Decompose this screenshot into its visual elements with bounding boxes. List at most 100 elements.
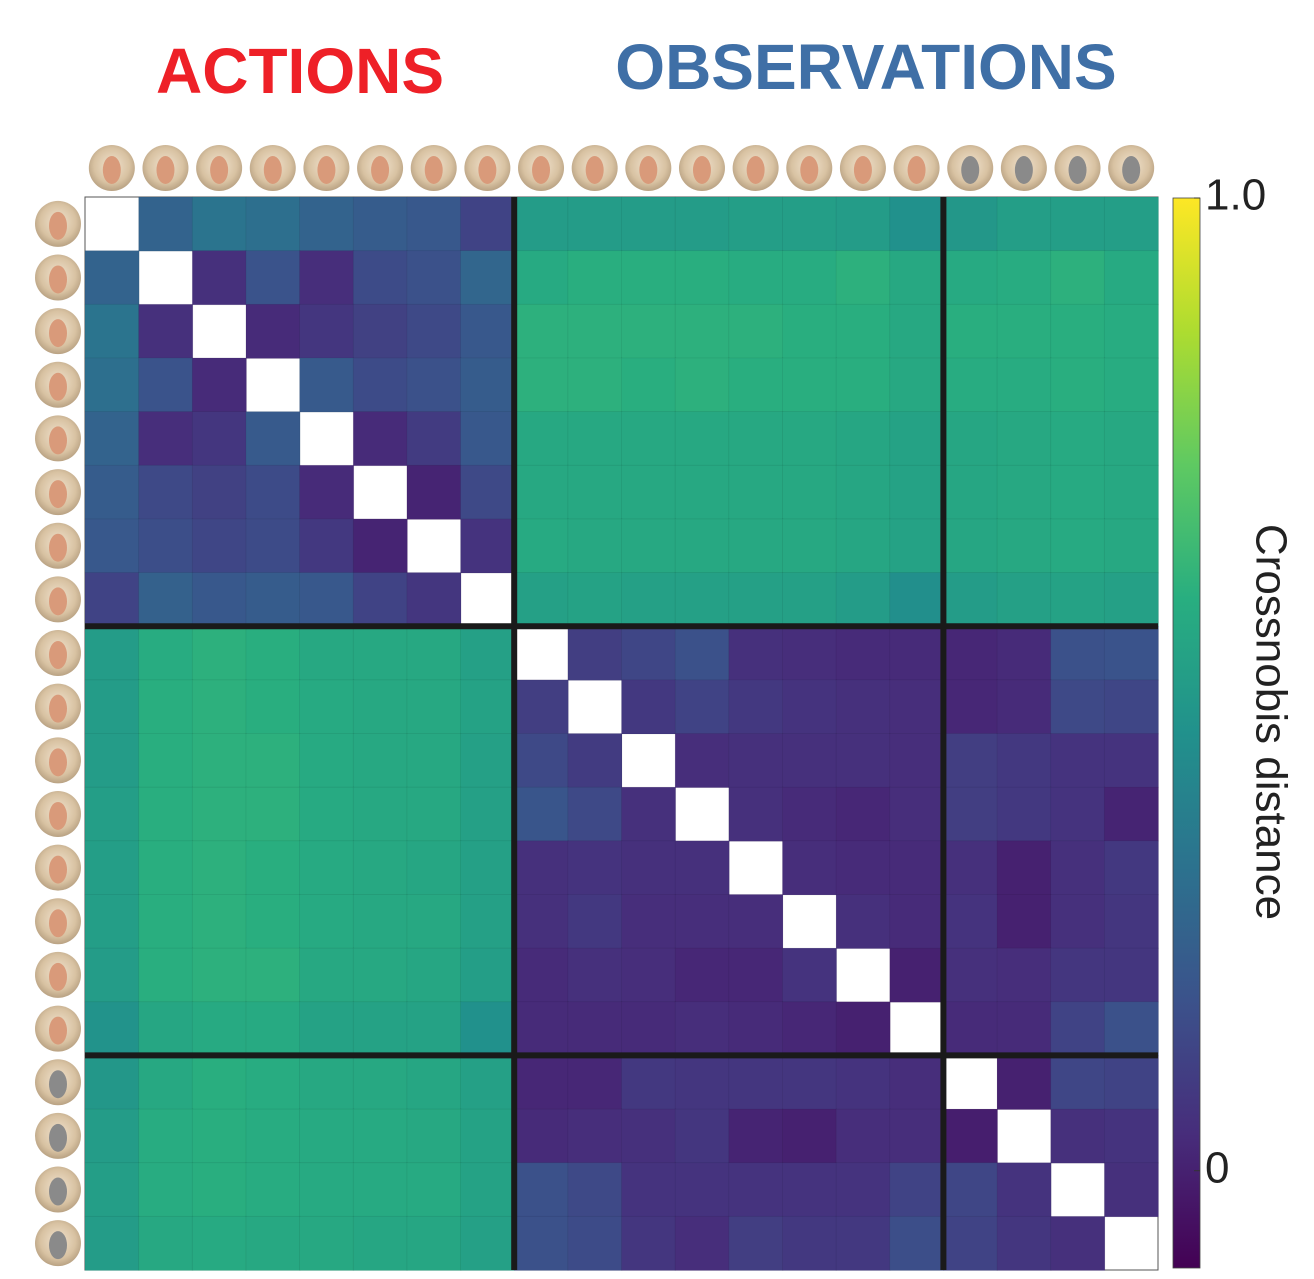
heatmap-cell (568, 1055, 622, 1109)
heatmap-cell (729, 519, 783, 573)
icon-hand (854, 156, 872, 184)
heatmap-cell (192, 1216, 246, 1270)
heatmap-cell (782, 680, 836, 734)
heatmap-cell (997, 251, 1051, 305)
heatmap-cell (836, 1163, 890, 1217)
heatmap-cell (568, 573, 622, 627)
heatmap-cell (1104, 626, 1158, 680)
heatmap-cell (1104, 1055, 1158, 1109)
heatmap-cell (407, 358, 461, 412)
heatmap-cell (246, 1216, 300, 1270)
icon-hand (49, 1231, 67, 1259)
heatmap-cell (1104, 680, 1158, 734)
heatmap-cell (300, 894, 354, 948)
heatmap-cell (729, 358, 783, 412)
heatmap-cell (139, 894, 193, 948)
heatmap-cell (1051, 680, 1105, 734)
y-category-icon (35, 952, 81, 998)
heatmap-cell (729, 251, 783, 305)
heatmap-cell (514, 573, 568, 627)
heatmap-cell (1104, 1109, 1158, 1163)
heatmap-cell (1051, 304, 1105, 358)
x-category-icon (625, 145, 671, 191)
heatmap-cell (300, 787, 354, 841)
heatmap-cell (461, 948, 515, 1002)
icon-hand (1069, 156, 1087, 184)
heatmap-cell (997, 680, 1051, 734)
y-category-icon (35, 1059, 81, 1105)
heatmap-cell (675, 519, 729, 573)
heatmap-cell (192, 1002, 246, 1056)
heatmap-cell (622, 1163, 676, 1217)
icon-hand (49, 1070, 67, 1098)
icon-hand (49, 1178, 67, 1206)
heatmap-cell (300, 1163, 354, 1217)
icon-hand (908, 156, 926, 184)
heatmap-cell (568, 841, 622, 895)
heatmap-cell (461, 1109, 515, 1163)
heatmap-cell (729, 1055, 783, 1109)
heatmap-cell (782, 412, 836, 466)
heatmap-cell (85, 1163, 139, 1217)
heatmap-cell (675, 894, 729, 948)
heatmap-cell (246, 251, 300, 305)
heatmap-cell (461, 304, 515, 358)
icon-hand (586, 156, 604, 184)
heatmap-cell (622, 626, 676, 680)
heatmap-cell (461, 1002, 515, 1056)
heatmap-cell (943, 412, 997, 466)
heatmap-cell (461, 734, 515, 788)
heatmap-cell (1051, 1216, 1105, 1270)
icon-hand (49, 909, 67, 937)
icon-hand (532, 156, 550, 184)
heatmap-cell (782, 1002, 836, 1056)
heatmap-cell (890, 251, 944, 305)
heatmap-cell (192, 841, 246, 895)
heatmap-cell (622, 358, 676, 412)
heatmap-cell (675, 251, 729, 305)
heatmap-cell (782, 251, 836, 305)
heatmap-cell (246, 841, 300, 895)
heatmap-cell (729, 465, 783, 519)
heatmap-cell (85, 841, 139, 895)
heatmap-cell (139, 358, 193, 412)
heatmap-cell (192, 573, 246, 627)
heatmap-cell (836, 412, 890, 466)
heatmap-cell (300, 1109, 354, 1163)
heatmap-cell (782, 1163, 836, 1217)
heatmap-cell (1051, 1055, 1105, 1109)
heatmap-cell (943, 1109, 997, 1163)
heatmap-cell (1051, 358, 1105, 412)
heatmap-cell (353, 304, 407, 358)
heatmap-cell (139, 1163, 193, 1217)
heatmap-cell (353, 894, 407, 948)
heatmap-cell (675, 626, 729, 680)
heatmap-cell (514, 1163, 568, 1217)
heatmap-cell (407, 412, 461, 466)
heatmap-cell (353, 1002, 407, 1056)
heatmap-cell (300, 948, 354, 1002)
heatmap-cell (890, 573, 944, 627)
heatmap-cell (246, 1163, 300, 1217)
heatmap-cell (568, 948, 622, 1002)
heatmap-cell (300, 841, 354, 895)
heatmap-cell (85, 734, 139, 788)
heatmap-cell (1051, 787, 1105, 841)
icon-hand (49, 695, 67, 723)
heatmap-cell (139, 626, 193, 680)
heatmap-cell (1104, 197, 1158, 251)
heatmap-cell (729, 1109, 783, 1163)
heatmap-cell (353, 1216, 407, 1270)
heatmap-cell (943, 894, 997, 948)
heatmap-cell (1104, 787, 1158, 841)
heatmap-cell (729, 787, 783, 841)
heatmap-cell (997, 465, 1051, 519)
heatmap-cell (192, 358, 246, 412)
heatmap-cell (407, 948, 461, 1002)
heatmap-cell (514, 841, 568, 895)
heatmap-cell (997, 948, 1051, 1002)
heatmap-cell (568, 358, 622, 412)
heatmap-cell (729, 734, 783, 788)
heatmap-cell (1104, 1002, 1158, 1056)
heatmap-cell (568, 197, 622, 251)
